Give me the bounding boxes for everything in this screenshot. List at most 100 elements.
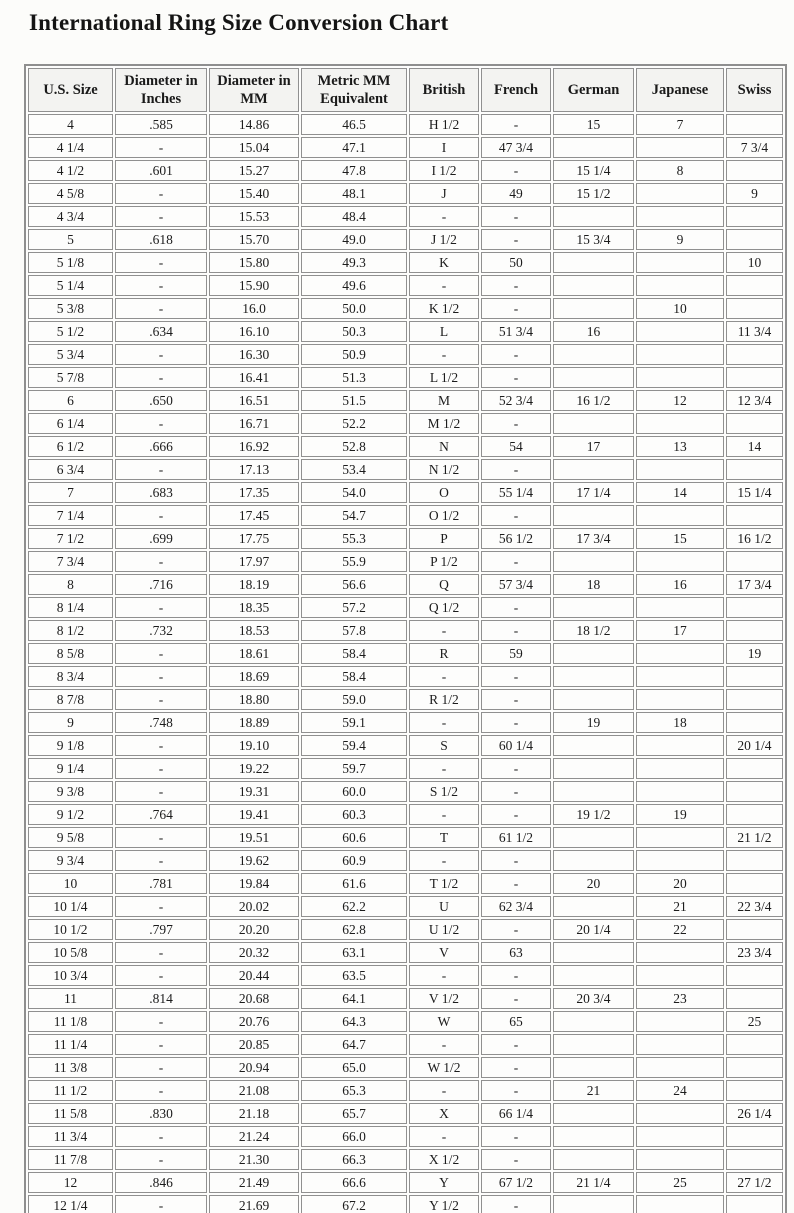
- cell: 48.1: [301, 183, 407, 204]
- cell: 53.4: [301, 459, 407, 480]
- table-row: 8 1/4-18.35 57.2 Q 1/2-: [28, 597, 783, 618]
- cell: [553, 758, 634, 779]
- table-row: 6.650 16.51 51.5 M 52 3/4 16 1/2 12 12 3/4: [28, 390, 783, 411]
- cell: 19 1/2: [553, 804, 634, 825]
- cell: .634: [115, 321, 207, 342]
- cell: M: [409, 390, 479, 411]
- cell: 6 3/4: [28, 459, 113, 480]
- cell: -: [481, 804, 551, 825]
- cell: -: [481, 1126, 551, 1147]
- cell: [636, 206, 724, 227]
- cell: 62.8: [301, 919, 407, 940]
- cell: [553, 850, 634, 871]
- cell: 11: [28, 988, 113, 1009]
- ring-size-conversion-table: U.S. Size Diameter in Inches Diameter in M…: [24, 64, 787, 1213]
- cell: 17 3/4: [726, 574, 783, 595]
- cell: 16 1/2: [553, 390, 634, 411]
- cell: 47.8: [301, 160, 407, 181]
- cell: 10 5/8: [28, 942, 113, 963]
- cell: 66.6: [301, 1172, 407, 1193]
- table-row: 8 1/2.732 18.53 57.8- -18 1/2 17: [28, 620, 783, 641]
- cell: -: [115, 643, 207, 664]
- cell: 15.27: [209, 160, 299, 181]
- cell: 15.80: [209, 252, 299, 273]
- cell: 10 1/2: [28, 919, 113, 940]
- cell: 54.7: [301, 505, 407, 526]
- cell: .666: [115, 436, 207, 457]
- cell: [553, 597, 634, 618]
- cell: 17.45: [209, 505, 299, 526]
- cell: 65.7: [301, 1103, 407, 1124]
- cell: .650: [115, 390, 207, 411]
- cell: -: [481, 758, 551, 779]
- cell: O: [409, 482, 479, 503]
- cell: 15: [636, 528, 724, 549]
- cell: [636, 597, 724, 618]
- cell: 14.86: [209, 114, 299, 135]
- column-header: Metric MM Equivalent: [301, 68, 407, 112]
- table-row: 5.618 15.70 49.0 J 1/2-15 3/4 9: [28, 229, 783, 250]
- cell: 15 1/2: [553, 183, 634, 204]
- cell: 7 3/4: [726, 137, 783, 158]
- cell: 18.61: [209, 643, 299, 664]
- cell: [636, 252, 724, 273]
- cell: 20.76: [209, 1011, 299, 1032]
- table-row: 4 3/4-15.53 48.4- -: [28, 206, 783, 227]
- cell: -: [115, 896, 207, 917]
- cell: 14: [726, 436, 783, 457]
- cell: [553, 413, 634, 434]
- cell: [553, 275, 634, 296]
- table-row: 11 1/8-20.76 64.3 W 65 25: [28, 1011, 783, 1032]
- cell: 51.3: [301, 367, 407, 388]
- cell: -: [481, 873, 551, 894]
- cell: W: [409, 1011, 479, 1032]
- cell: -: [115, 206, 207, 227]
- cell: 21.18: [209, 1103, 299, 1124]
- cell: -: [481, 344, 551, 365]
- table-row: 4 5/8-15.40 48.1 J 49 15 1/2 9: [28, 183, 783, 204]
- table-row: 11 3/4-21.24 66.0- -: [28, 1126, 783, 1147]
- cell: 13: [636, 436, 724, 457]
- cell: [553, 735, 634, 756]
- cell: 16 1/2: [726, 528, 783, 549]
- cell: H 1/2: [409, 114, 479, 135]
- cell: 63.5: [301, 965, 407, 986]
- cell: 15 1/4: [726, 482, 783, 503]
- cell: 20 1/4: [726, 735, 783, 756]
- cell: 9 1/2: [28, 804, 113, 825]
- table-row: 5 1/2.634 16.10 50.3 L 51 3/4 16 11 3/4: [28, 321, 783, 342]
- cell: -: [481, 206, 551, 227]
- cell: 18.69: [209, 666, 299, 687]
- cell: 9 1/4: [28, 758, 113, 779]
- cell: P: [409, 528, 479, 549]
- table-row: 9.748 18.89 59.1- -19 18: [28, 712, 783, 733]
- cell: 19.31: [209, 781, 299, 802]
- cell: 8 1/2: [28, 620, 113, 641]
- cell: 11 1/8: [28, 1011, 113, 1032]
- cell: 20.02: [209, 896, 299, 917]
- cell: [726, 505, 783, 526]
- cell: [726, 620, 783, 641]
- cell: -: [409, 1126, 479, 1147]
- cell: 64.1: [301, 988, 407, 1009]
- cell: 19.22: [209, 758, 299, 779]
- cell: .699: [115, 528, 207, 549]
- column-header: British: [409, 68, 479, 112]
- cell: [726, 850, 783, 871]
- cell: -: [481, 689, 551, 710]
- cell: 9 3/4: [28, 850, 113, 871]
- table-row: 6 3/4-17.13 53.4 N 1/2-: [28, 459, 783, 480]
- cell: 20 1/4: [553, 919, 634, 940]
- cell: .683: [115, 482, 207, 503]
- cell: 11 3/4: [726, 321, 783, 342]
- cell: 20: [636, 873, 724, 894]
- column-header: French: [481, 68, 551, 112]
- cell: 16.41: [209, 367, 299, 388]
- cell: -: [409, 758, 479, 779]
- cell: 26 1/4: [726, 1103, 783, 1124]
- cell: 16: [636, 574, 724, 595]
- cell: [726, 597, 783, 618]
- cell: -: [481, 1034, 551, 1055]
- table-row: 11.814 20.68 64.1 V 1/2-20 3/4 23: [28, 988, 783, 1009]
